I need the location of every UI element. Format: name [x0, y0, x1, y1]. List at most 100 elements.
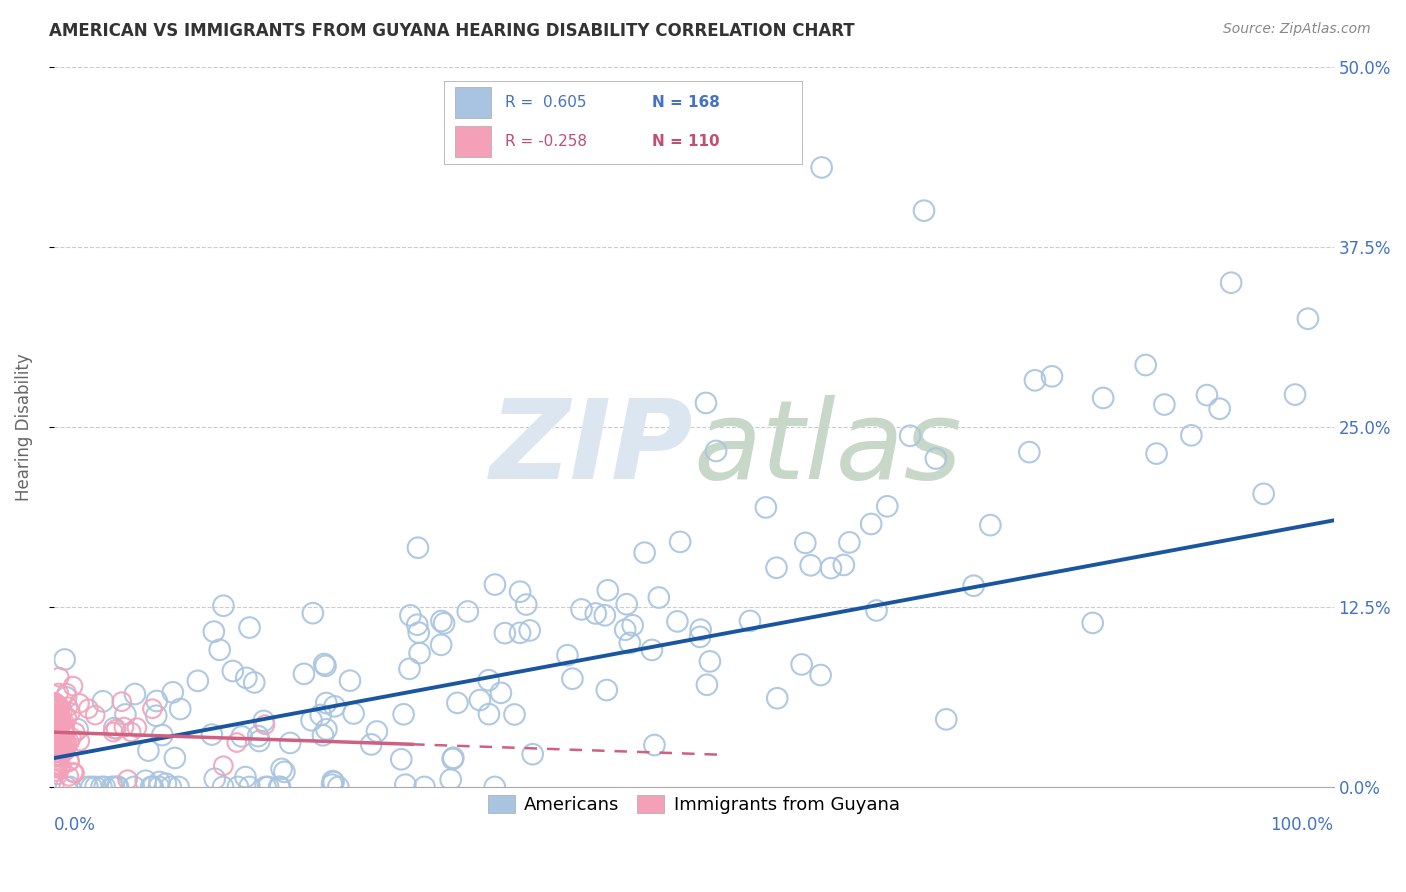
Point	[117, 772, 139, 787]
Point	[457, 604, 479, 618]
Point	[1284, 387, 1306, 401]
Point	[689, 623, 711, 637]
Point	[48, 686, 70, 700]
Point	[212, 758, 235, 772]
Point	[619, 636, 641, 650]
Point	[519, 624, 541, 638]
Point	[315, 723, 337, 737]
Point	[48, 723, 70, 738]
Point	[105, 780, 128, 794]
Point	[155, 777, 177, 791]
Point	[58, 735, 80, 749]
Point	[45, 734, 67, 748]
Point	[494, 626, 516, 640]
Point	[76, 780, 98, 794]
Point	[49, 714, 72, 729]
Point	[738, 614, 761, 628]
Point	[226, 780, 249, 794]
Text: AMERICAN VS IMMIGRANTS FROM GUYANA HEARING DISABILITY CORRELATION CHART: AMERICAN VS IMMIGRANTS FROM GUYANA HEARI…	[49, 22, 855, 40]
Point	[48, 754, 70, 768]
Point	[433, 616, 456, 631]
Point	[53, 720, 76, 734]
Point	[141, 702, 163, 716]
Point	[63, 766, 86, 780]
Point	[46, 736, 69, 750]
Point	[596, 683, 619, 698]
Point	[389, 752, 412, 766]
Point	[315, 658, 337, 673]
Point	[169, 702, 191, 716]
Point	[509, 625, 531, 640]
Point	[52, 742, 75, 756]
Point	[45, 706, 67, 721]
Point	[201, 727, 224, 741]
Point	[65, 725, 87, 739]
Point	[46, 725, 69, 739]
Point	[55, 734, 77, 748]
Point	[44, 699, 66, 714]
Point	[59, 706, 82, 720]
Point	[790, 657, 813, 672]
Point	[561, 672, 583, 686]
Point	[48, 709, 70, 723]
Point	[103, 780, 125, 794]
Point	[53, 725, 76, 739]
Point	[145, 708, 167, 723]
Point	[45, 757, 67, 772]
Point	[49, 761, 72, 775]
Point	[52, 714, 75, 729]
Point	[91, 694, 114, 708]
Point	[124, 687, 146, 701]
Point	[62, 765, 84, 780]
Point	[557, 648, 579, 663]
Point	[810, 668, 832, 682]
Text: atlas: atlas	[693, 395, 962, 502]
Point	[49, 711, 72, 725]
Point	[42, 711, 65, 725]
Point	[309, 708, 332, 723]
Point	[342, 706, 364, 721]
Point	[832, 558, 855, 572]
Point	[962, 579, 984, 593]
Point	[55, 737, 77, 751]
Point	[478, 707, 501, 722]
Point	[44, 707, 66, 722]
Point	[596, 583, 619, 598]
Point	[148, 775, 170, 789]
Point	[1024, 373, 1046, 387]
Point	[48, 755, 70, 769]
Point	[53, 720, 76, 734]
Point	[925, 451, 948, 466]
Point	[46, 727, 69, 741]
Point	[322, 774, 344, 789]
Point	[125, 721, 148, 735]
Point	[56, 699, 79, 714]
Point	[301, 713, 323, 727]
Point	[55, 690, 77, 705]
Point	[669, 535, 692, 549]
Point	[392, 707, 415, 722]
Point	[269, 780, 291, 794]
Point	[44, 761, 66, 775]
Point	[58, 769, 80, 783]
Point	[269, 780, 291, 794]
Point	[56, 739, 79, 754]
Point	[49, 700, 72, 714]
Point	[48, 702, 70, 716]
Point	[77, 702, 100, 716]
Point	[90, 780, 112, 794]
Point	[666, 615, 689, 629]
Point	[48, 707, 70, 722]
Point	[48, 728, 70, 742]
Point	[42, 743, 65, 757]
Point	[48, 748, 70, 763]
Point	[489, 686, 512, 700]
Point	[446, 696, 468, 710]
Point	[323, 699, 346, 714]
Point	[212, 599, 235, 613]
Point	[1153, 398, 1175, 412]
Point	[46, 738, 69, 752]
Point	[67, 697, 90, 711]
Point	[167, 780, 190, 794]
Point	[399, 608, 422, 623]
